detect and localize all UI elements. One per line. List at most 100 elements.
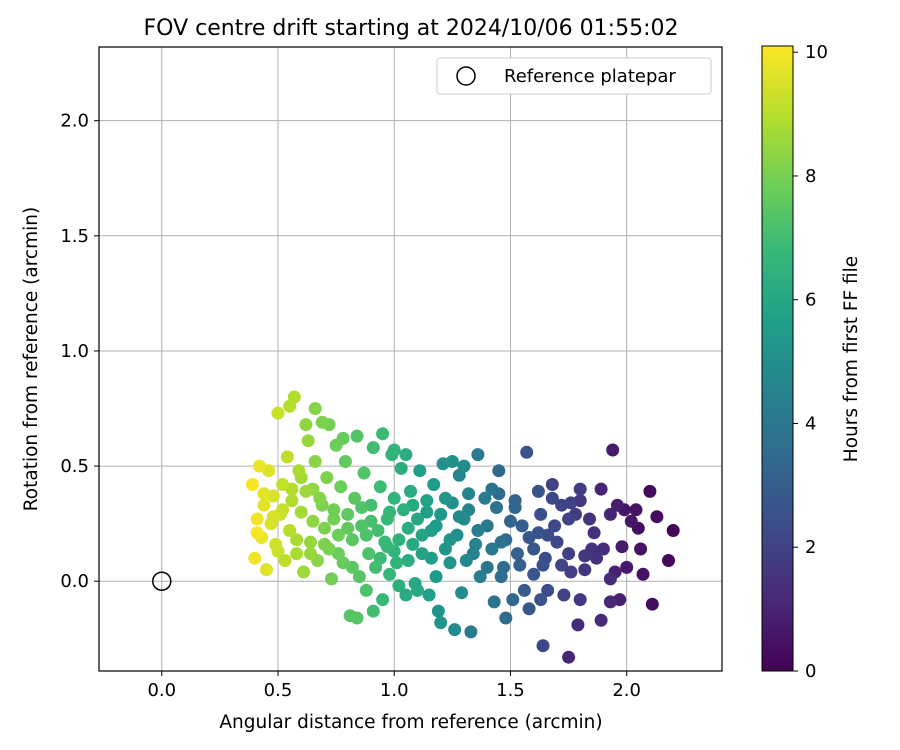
data-point bbox=[573, 482, 587, 496]
data-point bbox=[573, 593, 587, 607]
data-point bbox=[380, 512, 394, 526]
data-point bbox=[278, 554, 292, 567]
data-point bbox=[404, 484, 417, 498]
data-point bbox=[506, 593, 520, 607]
data-point bbox=[636, 567, 650, 581]
data-point bbox=[485, 542, 499, 556]
data-point bbox=[308, 455, 322, 468]
data-point bbox=[520, 445, 534, 459]
y-tick-label: 0.0 bbox=[60, 571, 89, 592]
data-point bbox=[304, 547, 317, 561]
y-tick-label: 1.5 bbox=[60, 226, 89, 247]
data-point bbox=[406, 537, 420, 551]
data-point bbox=[401, 554, 415, 567]
data-point bbox=[297, 565, 311, 579]
data-point bbox=[471, 524, 485, 537]
x-tick-label: 1.5 bbox=[496, 680, 525, 701]
data-point bbox=[413, 464, 427, 478]
data-point bbox=[411, 512, 424, 526]
data-point bbox=[345, 533, 359, 547]
data-point bbox=[596, 542, 610, 556]
data-point bbox=[534, 593, 548, 607]
data-point bbox=[522, 531, 536, 544]
data-point bbox=[252, 459, 266, 473]
legend: Reference platepar bbox=[436, 57, 712, 95]
data-point bbox=[578, 549, 592, 563]
data-point bbox=[645, 597, 659, 611]
data-point bbox=[257, 498, 271, 512]
data-point bbox=[397, 503, 410, 517]
data-point bbox=[499, 611, 513, 625]
data-point bbox=[369, 560, 383, 574]
data-point bbox=[562, 512, 576, 526]
data-point bbox=[399, 448, 413, 462]
data-point bbox=[355, 501, 369, 514]
data-point bbox=[411, 583, 424, 597]
data-point bbox=[455, 586, 469, 600]
data-point bbox=[562, 547, 576, 561]
data-point bbox=[248, 551, 262, 565]
data-point bbox=[504, 514, 517, 528]
legend-entry-reference-platepar: Reference platepar bbox=[504, 66, 676, 87]
data-point bbox=[603, 572, 617, 586]
data-point bbox=[420, 505, 434, 519]
data-point bbox=[555, 498, 569, 512]
data-point bbox=[445, 455, 459, 468]
colorbar-tick-label: 10 bbox=[805, 42, 828, 63]
x-tick-label: 1.0 bbox=[380, 680, 409, 701]
data-point bbox=[515, 519, 529, 533]
data-point bbox=[380, 540, 394, 554]
y-tick-label: 0.5 bbox=[60, 456, 89, 477]
y-tick-label: 2.0 bbox=[60, 111, 89, 132]
data-point bbox=[294, 505, 308, 519]
data-point bbox=[327, 503, 341, 517]
data-point bbox=[357, 466, 371, 480]
legend-open-circle-icon bbox=[456, 66, 476, 86]
data-point bbox=[606, 443, 620, 457]
data-point bbox=[564, 565, 578, 579]
data-point bbox=[376, 593, 390, 607]
data-point bbox=[462, 487, 476, 501]
x-axis-label: Angular distance from reference (arcmin) bbox=[219, 712, 602, 733]
data-point bbox=[285, 494, 299, 508]
data-point bbox=[527, 542, 541, 556]
data-point bbox=[583, 512, 596, 526]
colorbar: 0 2 4 6 8 10 Hours from first FF file bbox=[761, 42, 862, 682]
data-point bbox=[545, 478, 559, 491]
data-point bbox=[401, 521, 415, 535]
data-point bbox=[438, 542, 452, 556]
y-axis-label: Rotation from reference (arcmin) bbox=[21, 207, 42, 511]
colorbar-tick-label: 4 bbox=[805, 413, 816, 434]
data-point bbox=[257, 487, 271, 501]
data-point bbox=[331, 528, 345, 542]
data-point bbox=[510, 547, 524, 561]
data-point bbox=[578, 563, 592, 577]
data-point bbox=[366, 604, 380, 618]
data-point bbox=[283, 399, 297, 413]
plot-frame bbox=[98, 46, 723, 672]
data-point bbox=[536, 558, 550, 572]
data-point bbox=[373, 480, 387, 494]
data-point bbox=[350, 611, 364, 625]
data-point bbox=[662, 554, 675, 567]
data-point bbox=[259, 563, 273, 577]
data-point bbox=[366, 441, 380, 455]
data-point bbox=[338, 455, 352, 468]
data-point bbox=[250, 526, 264, 540]
data-point bbox=[650, 510, 664, 524]
data-point bbox=[329, 438, 343, 452]
data-point bbox=[629, 503, 643, 517]
data-point bbox=[594, 482, 608, 496]
data-point bbox=[615, 540, 629, 554]
data-point bbox=[271, 406, 285, 420]
data-point bbox=[327, 512, 341, 526]
chart-title: FOV centre drift starting at 2024/10/06 … bbox=[144, 16, 679, 41]
data-point bbox=[536, 639, 550, 653]
data-point bbox=[250, 512, 264, 526]
data-point bbox=[531, 484, 545, 498]
data-point bbox=[276, 478, 290, 491]
data-point bbox=[383, 567, 397, 581]
data-point bbox=[269, 537, 283, 551]
y-axis-ticks: 0.0 0.5 1.0 1.5 2.0 bbox=[60, 111, 99, 592]
